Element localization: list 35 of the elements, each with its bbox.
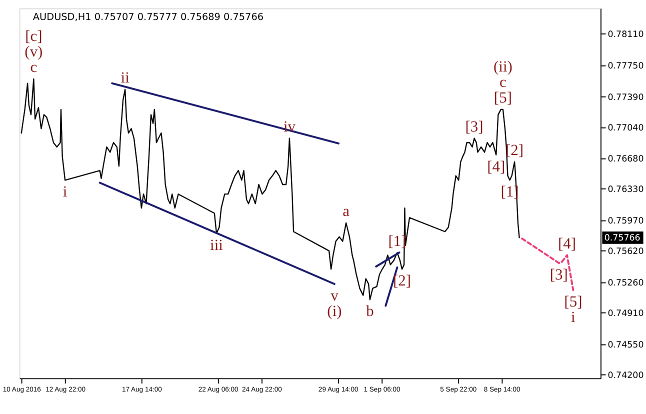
y-tick-label: 0.76680 xyxy=(608,154,644,165)
annotation: [3] xyxy=(550,266,568,284)
annotation: (ii) xyxy=(493,58,512,76)
y-tick-label: 0.78110 xyxy=(608,30,644,40)
annotation: ii xyxy=(120,70,130,87)
y-tick-label: 0.75970 xyxy=(608,216,644,227)
text: 0.75766 xyxy=(604,234,640,244)
y-tick-label: 0.74910 xyxy=(608,309,644,320)
annotation: [5] xyxy=(564,294,582,311)
chart-title: AUDUSD,H1 0.75707 0.75777 0.75689 0.75766 xyxy=(32,12,264,23)
annotation: [c] xyxy=(25,28,42,46)
annotation: [4] xyxy=(558,235,576,252)
y-tick-label: 0.74200 xyxy=(608,371,644,382)
y-tick-label: 0.75260 xyxy=(608,278,644,289)
annotation: iii xyxy=(210,236,223,254)
y-tick-label: 0.74550 xyxy=(608,340,644,351)
annotation: v xyxy=(330,287,339,304)
annotation: [5] xyxy=(494,90,512,107)
y-tick-label: 0.77750 xyxy=(608,61,644,72)
annotation: c xyxy=(500,74,507,92)
line-series xyxy=(521,238,574,292)
annotation: [2] xyxy=(392,272,412,290)
y-tick-label: 0.77390 xyxy=(608,92,644,103)
annotation: (v) xyxy=(24,44,43,61)
annotation: i xyxy=(571,309,576,326)
annotation: a xyxy=(342,203,350,220)
annotation: [3] xyxy=(465,118,484,136)
annotation: (i) xyxy=(327,302,342,320)
annotation: i xyxy=(62,184,68,201)
annotation: b xyxy=(366,303,374,320)
y-tick-label: 0.75620 xyxy=(608,247,644,258)
annotation: c xyxy=(30,59,38,76)
y-tick-label: 0.77040 xyxy=(608,123,644,134)
annotation: [4] xyxy=(487,158,506,176)
y-tick-label: 0.76330 xyxy=(608,185,644,196)
